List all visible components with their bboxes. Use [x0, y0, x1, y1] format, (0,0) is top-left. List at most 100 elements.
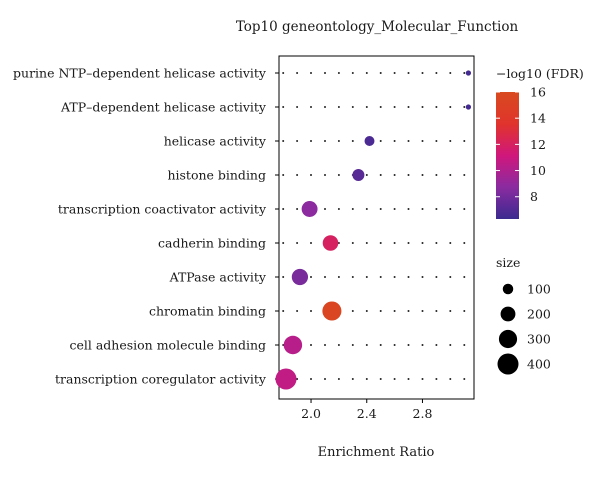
- size-legend-label: 300: [527, 332, 551, 347]
- grid-dot: [310, 276, 312, 278]
- y-tick-label: helicase activity: [164, 134, 267, 149]
- grid-dot: [337, 174, 340, 176]
- grid-dot: [407, 276, 410, 278]
- plot-panel: [278, 55, 475, 400]
- grid-dot: [296, 174, 299, 176]
- y-tick-label: purine NTP–dependent helicase activity: [13, 66, 267, 81]
- grid-dot: [337, 208, 340, 210]
- grid-dot: [393, 310, 396, 312]
- data-point: [275, 368, 297, 390]
- grid-dot: [310, 174, 312, 176]
- grid-dot: [365, 174, 368, 176]
- grid-dot: [310, 72, 312, 74]
- grid-dot: [324, 174, 326, 176]
- y-tick-label: cell adhesion molecule binding: [69, 338, 266, 353]
- size-legend-title: size: [496, 255, 520, 270]
- size-legend-label: 100: [527, 282, 551, 297]
- grid-dot: [449, 242, 452, 244]
- grid-dot: [407, 310, 410, 312]
- grid-dot: [351, 72, 354, 74]
- grid-dot: [435, 310, 438, 312]
- grid-dot: [365, 208, 368, 210]
- grid-dot: [463, 140, 466, 142]
- grid-dot: [449, 378, 452, 380]
- grid-dot: [337, 72, 340, 74]
- x-axis-ticks: 2.0 2.4 2.8: [301, 399, 432, 421]
- grid-dot: [282, 242, 285, 244]
- grid-dot: [393, 242, 396, 244]
- grid-dot: [296, 106, 299, 108]
- grid-dot: [421, 276, 424, 278]
- grid-dot: [310, 242, 312, 244]
- grid-dot: [337, 140, 340, 142]
- grid-dot: [296, 310, 299, 312]
- grid-dot: [379, 276, 382, 278]
- grid-dot: [449, 276, 452, 278]
- grid-dot: [407, 208, 410, 210]
- grid-dot: [365, 344, 368, 346]
- grid-dot: [407, 344, 410, 346]
- grid-dot: [393, 72, 396, 74]
- grid-dot: [379, 72, 382, 74]
- grid-dot: [421, 208, 424, 210]
- grid-dot: [296, 72, 299, 74]
- grid-dots: [282, 72, 466, 380]
- grid-dot: [393, 344, 396, 346]
- y-tick-label: ATPase activity: [169, 270, 267, 285]
- grid-dot: [449, 208, 452, 210]
- grid-dot: [463, 72, 466, 74]
- grid-dot: [365, 242, 368, 244]
- size-legend-dot: [497, 353, 519, 375]
- grid-dot: [351, 310, 354, 312]
- grid-dot: [310, 106, 312, 108]
- grid-dot: [365, 310, 368, 312]
- color-legend-title: −log10 (FDR): [496, 66, 584, 81]
- grid-dot: [463, 242, 466, 244]
- grid-dot: [351, 378, 354, 380]
- grid-dot: [449, 106, 452, 108]
- grid-dot: [421, 378, 424, 380]
- grid-dot: [296, 208, 299, 210]
- grid-dot: [379, 174, 382, 176]
- grid-dot: [393, 106, 396, 108]
- grid-dot: [310, 310, 312, 312]
- y-tick-label: transcription coactivator activity: [58, 202, 267, 217]
- grid-dot: [435, 242, 438, 244]
- color-legend-tick-label: 10: [530, 163, 546, 178]
- size-legend-dot: [502, 283, 514, 295]
- grid-dot: [435, 140, 438, 142]
- grid-dot: [463, 208, 466, 210]
- size-legend-dot: [500, 306, 516, 322]
- color-legend-tick-label: 14: [530, 111, 546, 126]
- grid-dot: [463, 344, 466, 346]
- x-tick-label: 2.0: [301, 406, 321, 421]
- grid-dot: [337, 378, 340, 380]
- grid-dot: [337, 344, 340, 346]
- grid-dot: [463, 276, 466, 278]
- grid-dot: [365, 276, 368, 278]
- grid-dot: [449, 310, 452, 312]
- grid-dot: [324, 378, 326, 380]
- grid-dot: [435, 378, 438, 380]
- grid-dot: [393, 208, 396, 210]
- grid-dot: [365, 106, 368, 108]
- grid-dot: [393, 378, 396, 380]
- data-point: [465, 104, 472, 110]
- grid-dot: [407, 378, 410, 380]
- grid-dot: [407, 242, 410, 244]
- grid-dot: [421, 140, 424, 142]
- grid-dot: [310, 344, 312, 346]
- data-point: [291, 268, 309, 286]
- grid-dot: [324, 276, 326, 278]
- size-legend-label: 400: [527, 357, 551, 372]
- grid-dot: [282, 72, 285, 74]
- grid-dot: [463, 174, 466, 176]
- grid-dot: [463, 310, 466, 312]
- grid-dot: [351, 106, 354, 108]
- grid-dot: [379, 378, 382, 380]
- x-tick-label: 2.8: [413, 406, 433, 421]
- grid-dot: [435, 72, 438, 74]
- grid-dot: [324, 72, 326, 74]
- grid-dot: [407, 106, 410, 108]
